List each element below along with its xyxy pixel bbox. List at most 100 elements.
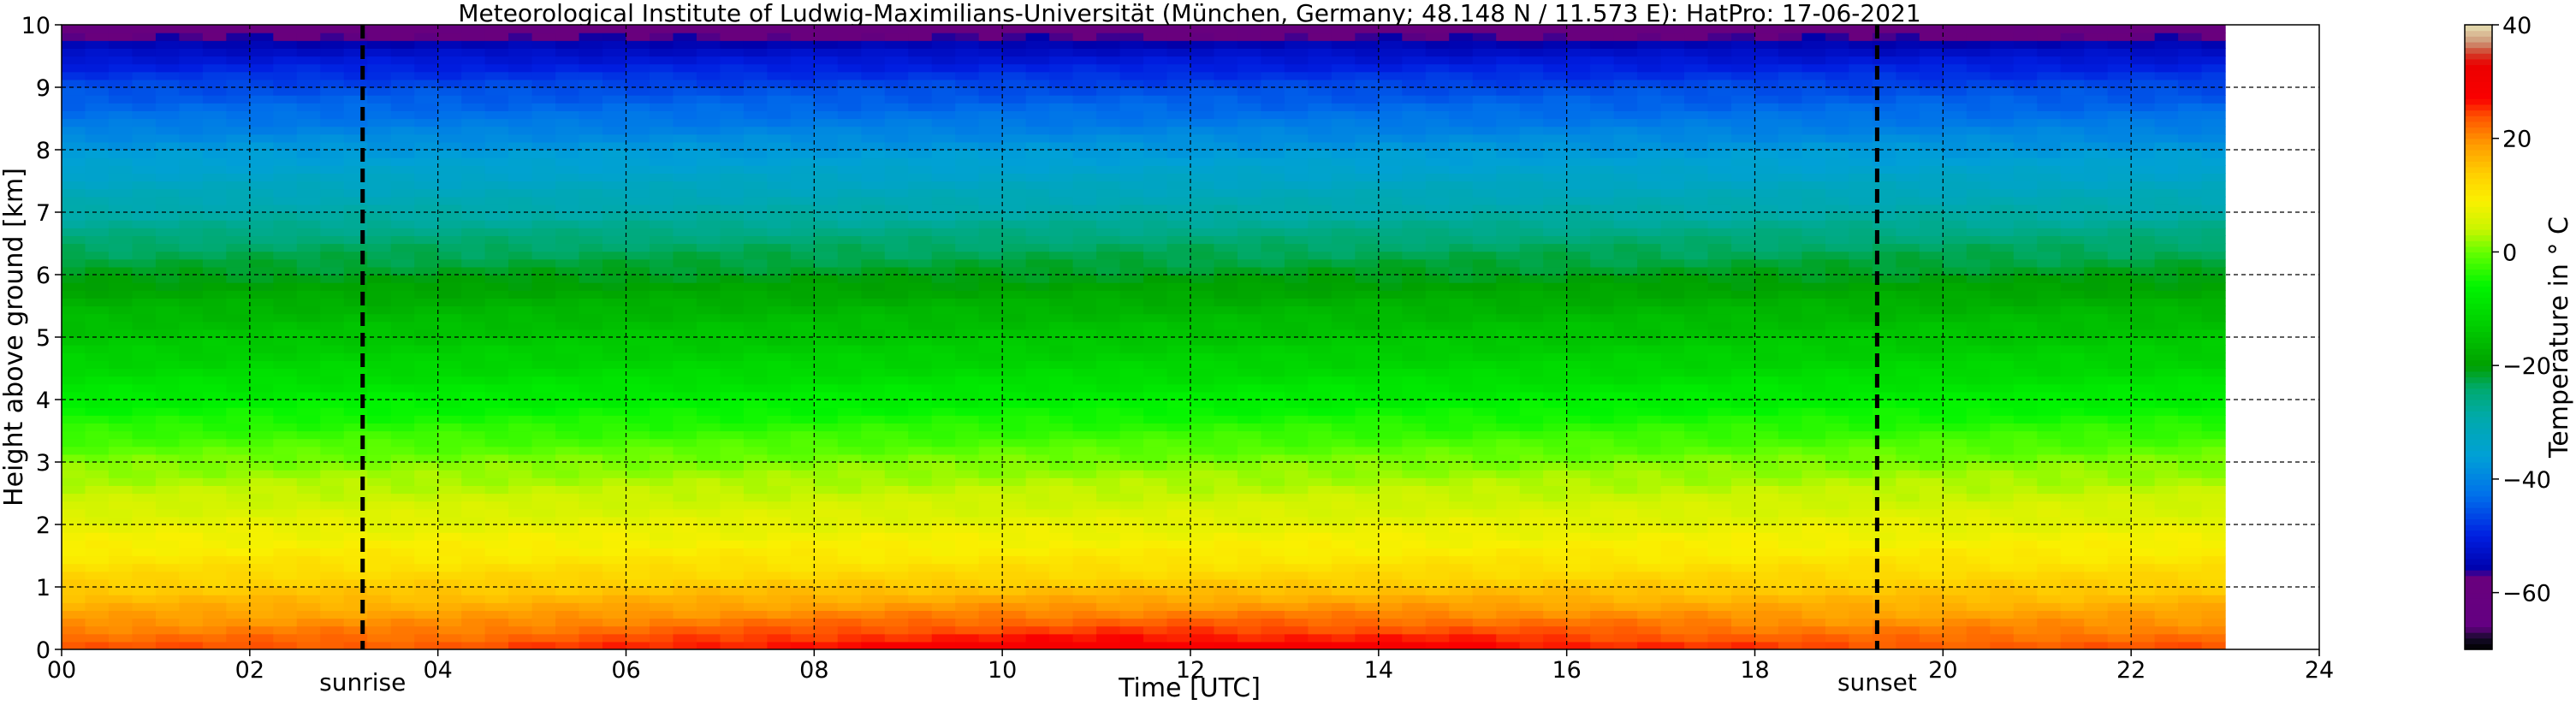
heatmap-cell [931, 118, 956, 127]
heatmap-cell [837, 578, 862, 588]
heatmap-cell [1308, 618, 1333, 627]
heatmap-cell [390, 508, 415, 518]
heatmap-cell [1261, 329, 1285, 338]
heatmap-cell [931, 220, 956, 228]
heatmap-cell [1378, 625, 1403, 635]
heatmap-cell [202, 165, 227, 174]
heatmap-cell [1237, 477, 1262, 486]
heatmap-cell [1190, 126, 1215, 135]
heatmap-cell [320, 587, 345, 595]
heatmap-cell [367, 103, 392, 111]
heatmap-cell [1166, 243, 1191, 252]
heatmap-cell [1002, 391, 1027, 400]
heatmap-cell [1096, 329, 1121, 338]
heatmap-cell [461, 321, 486, 330]
heatmap-cell [1143, 173, 1168, 182]
heatmap-cell [931, 173, 956, 182]
heatmap-cell [1002, 103, 1027, 111]
heatmap-cell [767, 477, 792, 486]
heatmap-cell [1143, 423, 1168, 432]
heatmap-cell [1331, 563, 1356, 572]
heatmap-cell [1096, 446, 1121, 455]
heatmap-cell [1425, 391, 1450, 400]
heatmap-cell [1025, 423, 1050, 432]
heatmap-cell [296, 446, 321, 455]
heatmap-cell [814, 266, 839, 275]
heatmap-cell [1214, 462, 1238, 471]
heatmap-cell [343, 337, 368, 346]
heatmap-cell [202, 610, 227, 619]
heatmap-cell [1425, 368, 1450, 377]
heatmap-cell [1284, 251, 1309, 260]
heatmap-cell [85, 251, 110, 260]
heatmap-cell [155, 524, 180, 533]
heatmap-cell [1002, 266, 1027, 275]
heatmap-cell [602, 470, 627, 478]
heatmap-cell [155, 110, 180, 120]
heatmap-cell [1402, 548, 1427, 557]
heatmap-cell [62, 275, 86, 283]
heatmap-cell [62, 204, 86, 213]
heatmap-cell [931, 188, 956, 198]
heatmap-cell [1143, 40, 1168, 49]
heatmap-cell [1331, 610, 1356, 619]
heatmap-cell [202, 571, 227, 580]
heatmap-cell [1378, 524, 1403, 533]
heatmap-cell [955, 25, 980, 33]
heatmap-cell [132, 423, 157, 432]
heatmap-cell [1284, 501, 1309, 510]
heatmap-cell [555, 258, 580, 268]
heatmap-cell [1261, 430, 1285, 440]
heatmap-cell [108, 391, 134, 400]
heatmap-cell [837, 462, 862, 471]
heatmap-cell [179, 485, 204, 495]
heatmap-cell [249, 235, 274, 245]
heatmap-cell [579, 641, 603, 649]
heatmap-cell [62, 118, 86, 127]
heatmap-cell [1143, 587, 1168, 595]
heatmap-cell [108, 548, 134, 557]
heatmap-cell [484, 79, 509, 88]
heatmap-cell [814, 157, 839, 166]
heatmap-cell [602, 165, 627, 174]
heatmap-cell [437, 430, 462, 440]
heatmap-cell [1496, 407, 1521, 416]
heatmap-cell [1261, 501, 1285, 510]
heatmap-cell [1425, 453, 1450, 463]
heatmap-cell [108, 563, 134, 572]
heatmap-cell [790, 212, 815, 221]
heatmap-cell [673, 157, 697, 166]
heatmap-cell [978, 33, 1003, 41]
heatmap-cell [1472, 63, 1497, 73]
heatmap-cell [179, 368, 204, 377]
heatmap-cell [931, 470, 956, 478]
heatmap-cell [1261, 337, 1285, 346]
heatmap-cell [955, 165, 980, 174]
heatmap-cell [296, 298, 321, 307]
heatmap-cell [531, 196, 556, 205]
heatmap-cell [1284, 376, 1309, 385]
heatmap-cell [884, 235, 909, 245]
heatmap-cell [555, 563, 580, 572]
heatmap-cell [202, 493, 227, 502]
heatmap-cell [1308, 578, 1333, 588]
heatmap-cell [1284, 485, 1309, 495]
heatmap-cell [132, 532, 157, 541]
heatmap-cell [555, 430, 580, 440]
heatmap-cell [132, 368, 157, 377]
heatmap-cell [1472, 438, 1497, 447]
heatmap-cell [555, 571, 580, 580]
heatmap-cell [1049, 540, 1074, 548]
heatmap-cell [1284, 493, 1309, 502]
heatmap-cell [602, 204, 627, 213]
heatmap-cell [1402, 423, 1427, 432]
heatmap-cell [1214, 493, 1238, 502]
heatmap-cell [1519, 633, 1544, 643]
heatmap-cell [1402, 298, 1427, 307]
heatmap-cell [720, 532, 745, 541]
heatmap-cell [108, 438, 134, 447]
heatmap-cell [1025, 133, 1050, 143]
heatmap-cell [908, 298, 933, 307]
heatmap-cell [437, 290, 462, 299]
heatmap-cell [1072, 462, 1097, 471]
